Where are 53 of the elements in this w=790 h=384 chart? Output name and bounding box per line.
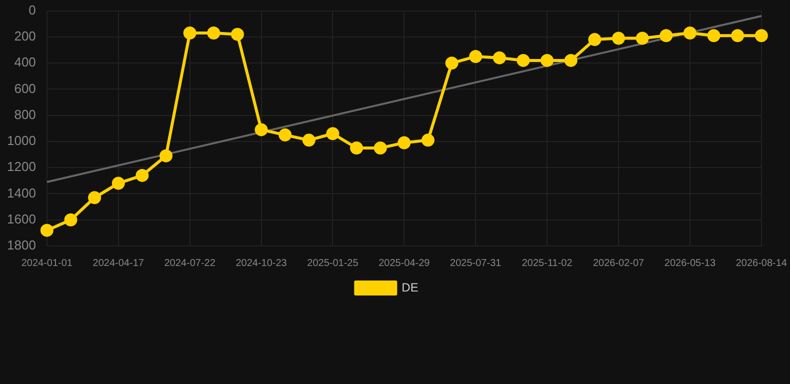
point [88,191,102,204]
x-tick-label: 2025-07-31 [450,258,502,269]
x-tick-label: 2024-07-22 [164,258,216,269]
point [112,176,125,190]
point [636,32,649,45]
point [469,50,482,64]
point [183,26,196,40]
legend-label: DE [402,280,418,294]
point [160,149,173,162]
y-tick-label: 1200 [7,159,36,174]
x-tick-label: 2026-05-13 [664,258,716,269]
point [326,127,340,140]
point [731,29,744,42]
point [302,134,316,147]
x-tick-label: 2026-02-07 [592,258,645,269]
point [540,54,554,67]
x-tick-label: 2026-08-14 [736,258,788,269]
point [588,33,602,46]
point [612,32,626,45]
x-tick-label: 2024-04-17 [92,258,144,269]
point [207,26,220,40]
y-tick-label: 1600 [7,211,36,226]
y-tick-label: 600 [14,80,36,96]
y-tick-label: 1800 [7,238,36,253]
y-tick-label: 0 [28,2,36,18]
point [754,29,768,42]
point [516,54,530,67]
point [707,29,720,42]
point [64,213,78,226]
point [374,142,387,154]
y-tick-label: 800 [14,106,36,122]
x-tick-label: 2025-01-25 [307,258,359,269]
x-tick-label: 2025-11-02 [522,258,573,269]
point [492,51,506,64]
point [445,56,458,70]
point [230,28,244,41]
point [564,54,578,67]
point [254,123,268,136]
point [398,136,411,150]
x-tick-label: 2025-04-29 [378,258,430,269]
y-tick-label: 200 [14,28,36,44]
point [350,142,364,154]
point [40,224,54,237]
x-tick-label: 2024-01-01 [21,258,73,269]
point [136,168,149,182]
point [660,29,673,42]
point [683,26,696,40]
y-tick-label: 400 [14,54,36,70]
point [278,128,292,142]
y-tick-label: 1000 [7,133,36,148]
point [421,134,434,147]
y-tick-label: 1400 [7,185,36,200]
x-tick-label: 2024-10-23 [236,258,288,269]
